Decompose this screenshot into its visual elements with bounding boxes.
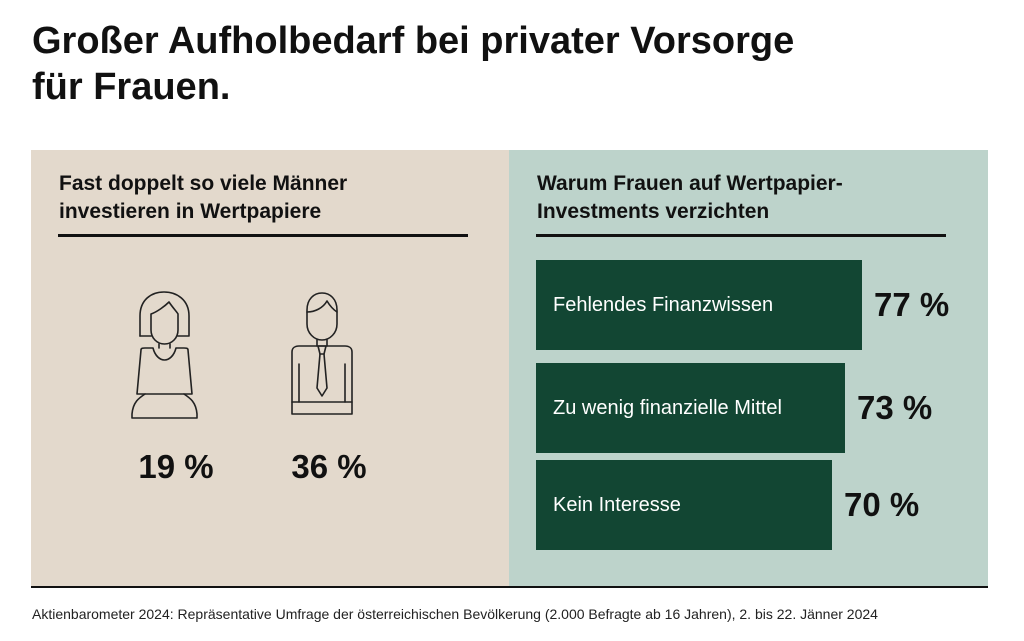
woman-percentage: 19 % (138, 448, 214, 485)
left-panel: Fast doppelt so viele Männer investieren… (31, 150, 509, 586)
title-line-1: Großer Aufholbedarf bei privater Vorsorg… (32, 20, 795, 62)
woman-icon (131, 290, 201, 430)
bar-label: Fehlendes Finanzwissen (553, 293, 774, 316)
bar-label: Kein Interesse (553, 493, 681, 516)
right-heading-line-1: Warum Frauen auf Wertpapier- (537, 172, 843, 195)
left-panel-heading: Fast doppelt so viele Männer investieren… (59, 170, 479, 226)
page-title: Großer Aufholbedarf bei privater Vorsorg… (32, 18, 932, 110)
bar-value-label: 73 % (857, 389, 933, 426)
man-percentage: 36 % (291, 448, 367, 485)
bar: Kein Interesse (536, 460, 832, 550)
bar-label: Zu wenig finanzielle Mittel (553, 396, 782, 419)
right-panel: Warum Frauen auf Wertpapier- Investments… (509, 150, 988, 586)
left-heading-rule (58, 234, 468, 237)
source-note: Aktienbarometer 2024: Repräsentative Umf… (32, 606, 878, 622)
title-line-2: für Frauen. (32, 66, 231, 108)
man-icon (287, 290, 357, 430)
bar-value-label: 77 % (874, 286, 950, 323)
right-panel-heading: Warum Frauen auf Wertpapier- Investments… (537, 170, 957, 226)
right-heading-rule (536, 234, 946, 237)
bar: Zu wenig finanzielle Mittel (536, 363, 845, 453)
bottom-rule (31, 586, 988, 588)
bar: Fehlendes Finanzwissen (536, 260, 862, 350)
bar-value-label: 70 % (844, 486, 920, 523)
left-heading-line-2: investieren in Wertpapiere (59, 200, 322, 223)
left-heading-line-1: Fast doppelt so viele Männer (59, 172, 348, 195)
right-heading-line-2: Investments verzichten (537, 200, 770, 223)
